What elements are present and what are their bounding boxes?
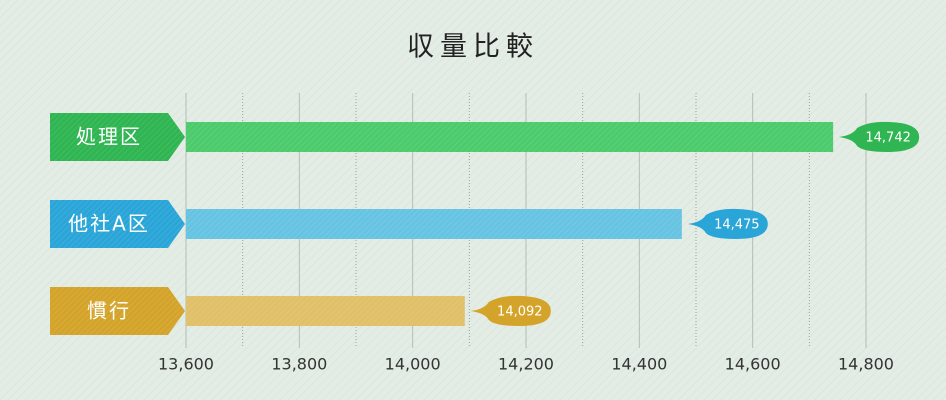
x-tick-label: 14,600	[725, 355, 781, 374]
bar-texture	[186, 209, 682, 239]
x-tick-label: 14,400	[611, 355, 667, 374]
bar-texture	[186, 296, 465, 326]
x-tick-label: 14,800	[838, 355, 894, 374]
value-label: 14,742	[865, 131, 911, 146]
category-label: 他社A区	[68, 212, 150, 236]
x-tick-label: 14,200	[498, 355, 554, 374]
category-label-texture	[50, 287, 185, 335]
value-label: 14,092	[497, 305, 543, 320]
value-label: 14,475	[714, 218, 760, 233]
value-bubble	[470, 295, 551, 326]
x-tick-label: 13,800	[271, 355, 327, 374]
category-label-texture	[50, 113, 185, 161]
category-label: 慣行	[87, 299, 131, 323]
x-tick-label: 14,000	[385, 355, 441, 374]
value-bubble	[687, 208, 768, 239]
value-bubble	[839, 121, 920, 152]
chart-title: 収量比較	[407, 32, 539, 63]
category-label-texture	[50, 200, 185, 248]
bar-texture	[186, 122, 834, 152]
category-label: 処理区	[76, 125, 142, 149]
x-tick-label: 13,600	[158, 355, 214, 374]
